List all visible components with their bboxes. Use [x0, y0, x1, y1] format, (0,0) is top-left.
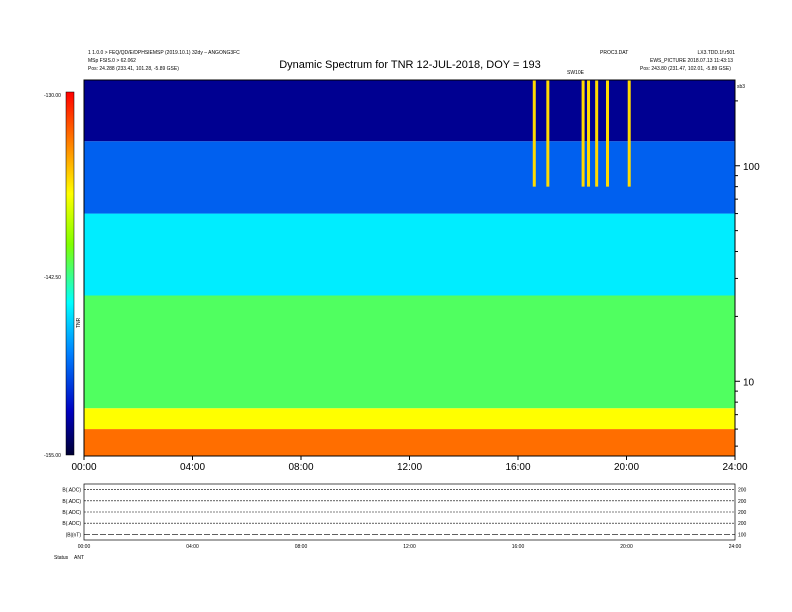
- chart-title: Dynamic Spectrum for TNR 12-JUL-2018, DO…: [279, 59, 541, 71]
- radio-burst: [606, 80, 610, 187]
- radio-burst: [532, 80, 536, 187]
- bottom-time-label: 16:00: [512, 544, 525, 550]
- x-axis: 00:00 04:00 08:00 12:00 16:00 20:00 24:00: [71, 456, 748, 473]
- header-right-line-4: Pos: 243.80 (231.47, 102.01, -5.89 GSE): [640, 66, 731, 72]
- bottom-panel-label: B(.ADC): [62, 510, 81, 516]
- bottom-panel-label: B(.ADC): [62, 488, 81, 494]
- header-right-line-3: EWS_PICTURE 2018.07.13 11:43:13: [650, 58, 733, 64]
- x-tick-label: 00:00: [71, 462, 96, 473]
- radio-burst: [546, 80, 550, 187]
- footer-status-label: Status: [54, 555, 69, 561]
- radio-burst: [595, 80, 599, 187]
- bottom-panel-label: B(.ADC): [62, 499, 81, 505]
- bottom-time-label: 24:00: [729, 544, 742, 550]
- colorbar-max-label: -130.00: [44, 93, 61, 99]
- y-tick-label: 10: [743, 377, 755, 388]
- corner-label: sb3: [737, 84, 745, 90]
- spectrum-band: [84, 429, 735, 456]
- bottom-panel-right-tick: 100: [738, 532, 747, 538]
- y-axis: 10 100: [735, 100, 760, 447]
- footer-ant-label: ANT: [74, 555, 84, 561]
- x-tick-label: 04:00: [180, 462, 205, 473]
- x-tick-label: 20:00: [614, 462, 639, 473]
- x-tick-label: 12:00: [397, 462, 422, 473]
- header-left-line-1: 1 1.0.0 > FEQ/QD/E/DPHSIEMSP (2019.10.1)…: [88, 50, 240, 56]
- header-left-line-2: MSp FSIS.0 > 62.062: [88, 58, 136, 64]
- radio-burst: [627, 80, 631, 187]
- spectrum-band: [84, 141, 735, 214]
- spectrum-band: [84, 408, 735, 430]
- colorbar-mid-label: -142.50: [44, 275, 61, 281]
- x-tick-label: 16:00: [505, 462, 530, 473]
- radio-burst: [587, 80, 591, 187]
- bottom-time-label: 00:00: [78, 544, 91, 550]
- bottom-panel-label: |B|(nT): [66, 532, 81, 538]
- bottom-time-label: 12:00: [403, 544, 416, 550]
- spectrum-band: [84, 295, 735, 409]
- bottom-time-label: 08:00: [295, 544, 308, 550]
- magnetometer-panels: B(.ADC) 200 B(.ADC) 200 B(.ADC) 200 B(.ADC) 200…: [62, 483, 747, 550]
- radio-burst: [581, 80, 585, 187]
- bottom-panel-right-tick: 200: [738, 510, 747, 516]
- bottom-panel-label: B(.ADC): [62, 521, 81, 527]
- x-tick-label: 08:00: [288, 462, 313, 473]
- colorbar: [65, 91, 75, 456]
- spectrum-band: [84, 213, 735, 296]
- bottom-panel-right-tick: 200: [738, 488, 747, 494]
- colorbar-min-label: -155.00: [44, 453, 61, 459]
- spectrogram-heatmap: [84, 80, 735, 456]
- header-right-line-2: LX3.TDD.1f.r501: [697, 50, 735, 56]
- bottom-time-label: 04:00: [186, 544, 199, 550]
- colorbar-axis-label: TNR: [76, 317, 82, 328]
- x-tick-label: 24:00: [722, 462, 747, 473]
- bottom-panel-right-tick: 200: [738, 499, 747, 505]
- event-label: SW10E: [567, 70, 585, 76]
- spectrum-band: [84, 80, 735, 142]
- bottom-panel-right-tick: 200: [738, 521, 747, 527]
- header-left-line-3: Pos: 24.288 (233.41, 101.28, -5.89 GSE): [88, 66, 179, 72]
- header-right-line-1: PROC3.DAT: [600, 50, 628, 56]
- y-tick-label: 100: [743, 162, 760, 173]
- bottom-time-label: 20:00: [620, 544, 633, 550]
